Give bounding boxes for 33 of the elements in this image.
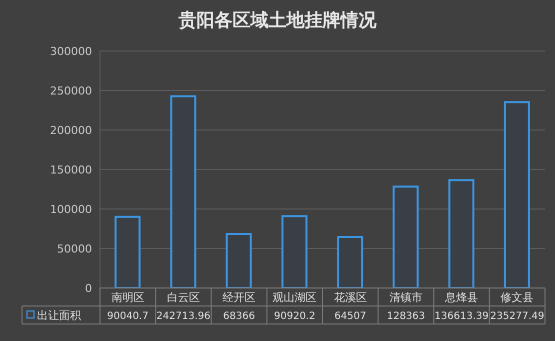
data-label: 235277.49: [490, 311, 544, 322]
bar: [170, 95, 196, 288]
data-label: 136613.39: [434, 311, 489, 322]
data-label: 128363: [386, 311, 426, 322]
chart-title: 贵阳各区域土地挂牌情况: [178, 9, 378, 32]
y-tick-label: 50000: [57, 242, 92, 256]
x-tick-label: 南明区: [111, 291, 144, 304]
data-label: 90920.2: [274, 311, 316, 322]
x-tick-label: 经开区: [222, 291, 256, 304]
y-tick-label: 300000: [50, 44, 92, 58]
x-tick-label: 修文县: [500, 291, 534, 304]
y-tick-label: 200000: [50, 124, 92, 137]
bar: [392, 186, 419, 288]
y-tick-label: 150000: [50, 163, 92, 176]
data-label: 90040.7: [107, 311, 148, 322]
bar: [337, 236, 364, 288]
x-tick-label: 花溪区: [334, 291, 367, 304]
x-tick-label: 清镇市: [389, 291, 422, 304]
y-tick-label: 0: [85, 282, 92, 295]
bar: [226, 232, 252, 288]
data-label: 68366: [223, 311, 255, 322]
x-tick-label: 白云区: [166, 291, 200, 304]
x-tick-label: 息烽县: [444, 291, 478, 304]
data-label: 242713.96: [156, 311, 210, 322]
y-tick-label: 100000: [50, 202, 92, 216]
bar: [504, 101, 530, 288]
x-tick-label: 观山湖区: [272, 291, 317, 304]
bar: [448, 179, 474, 288]
bar: [114, 216, 141, 288]
bar: [281, 215, 308, 288]
data-label: 64507: [334, 311, 366, 322]
y-tick-label: 250000: [50, 84, 92, 98]
legend-label: 出让面积: [37, 309, 81, 322]
